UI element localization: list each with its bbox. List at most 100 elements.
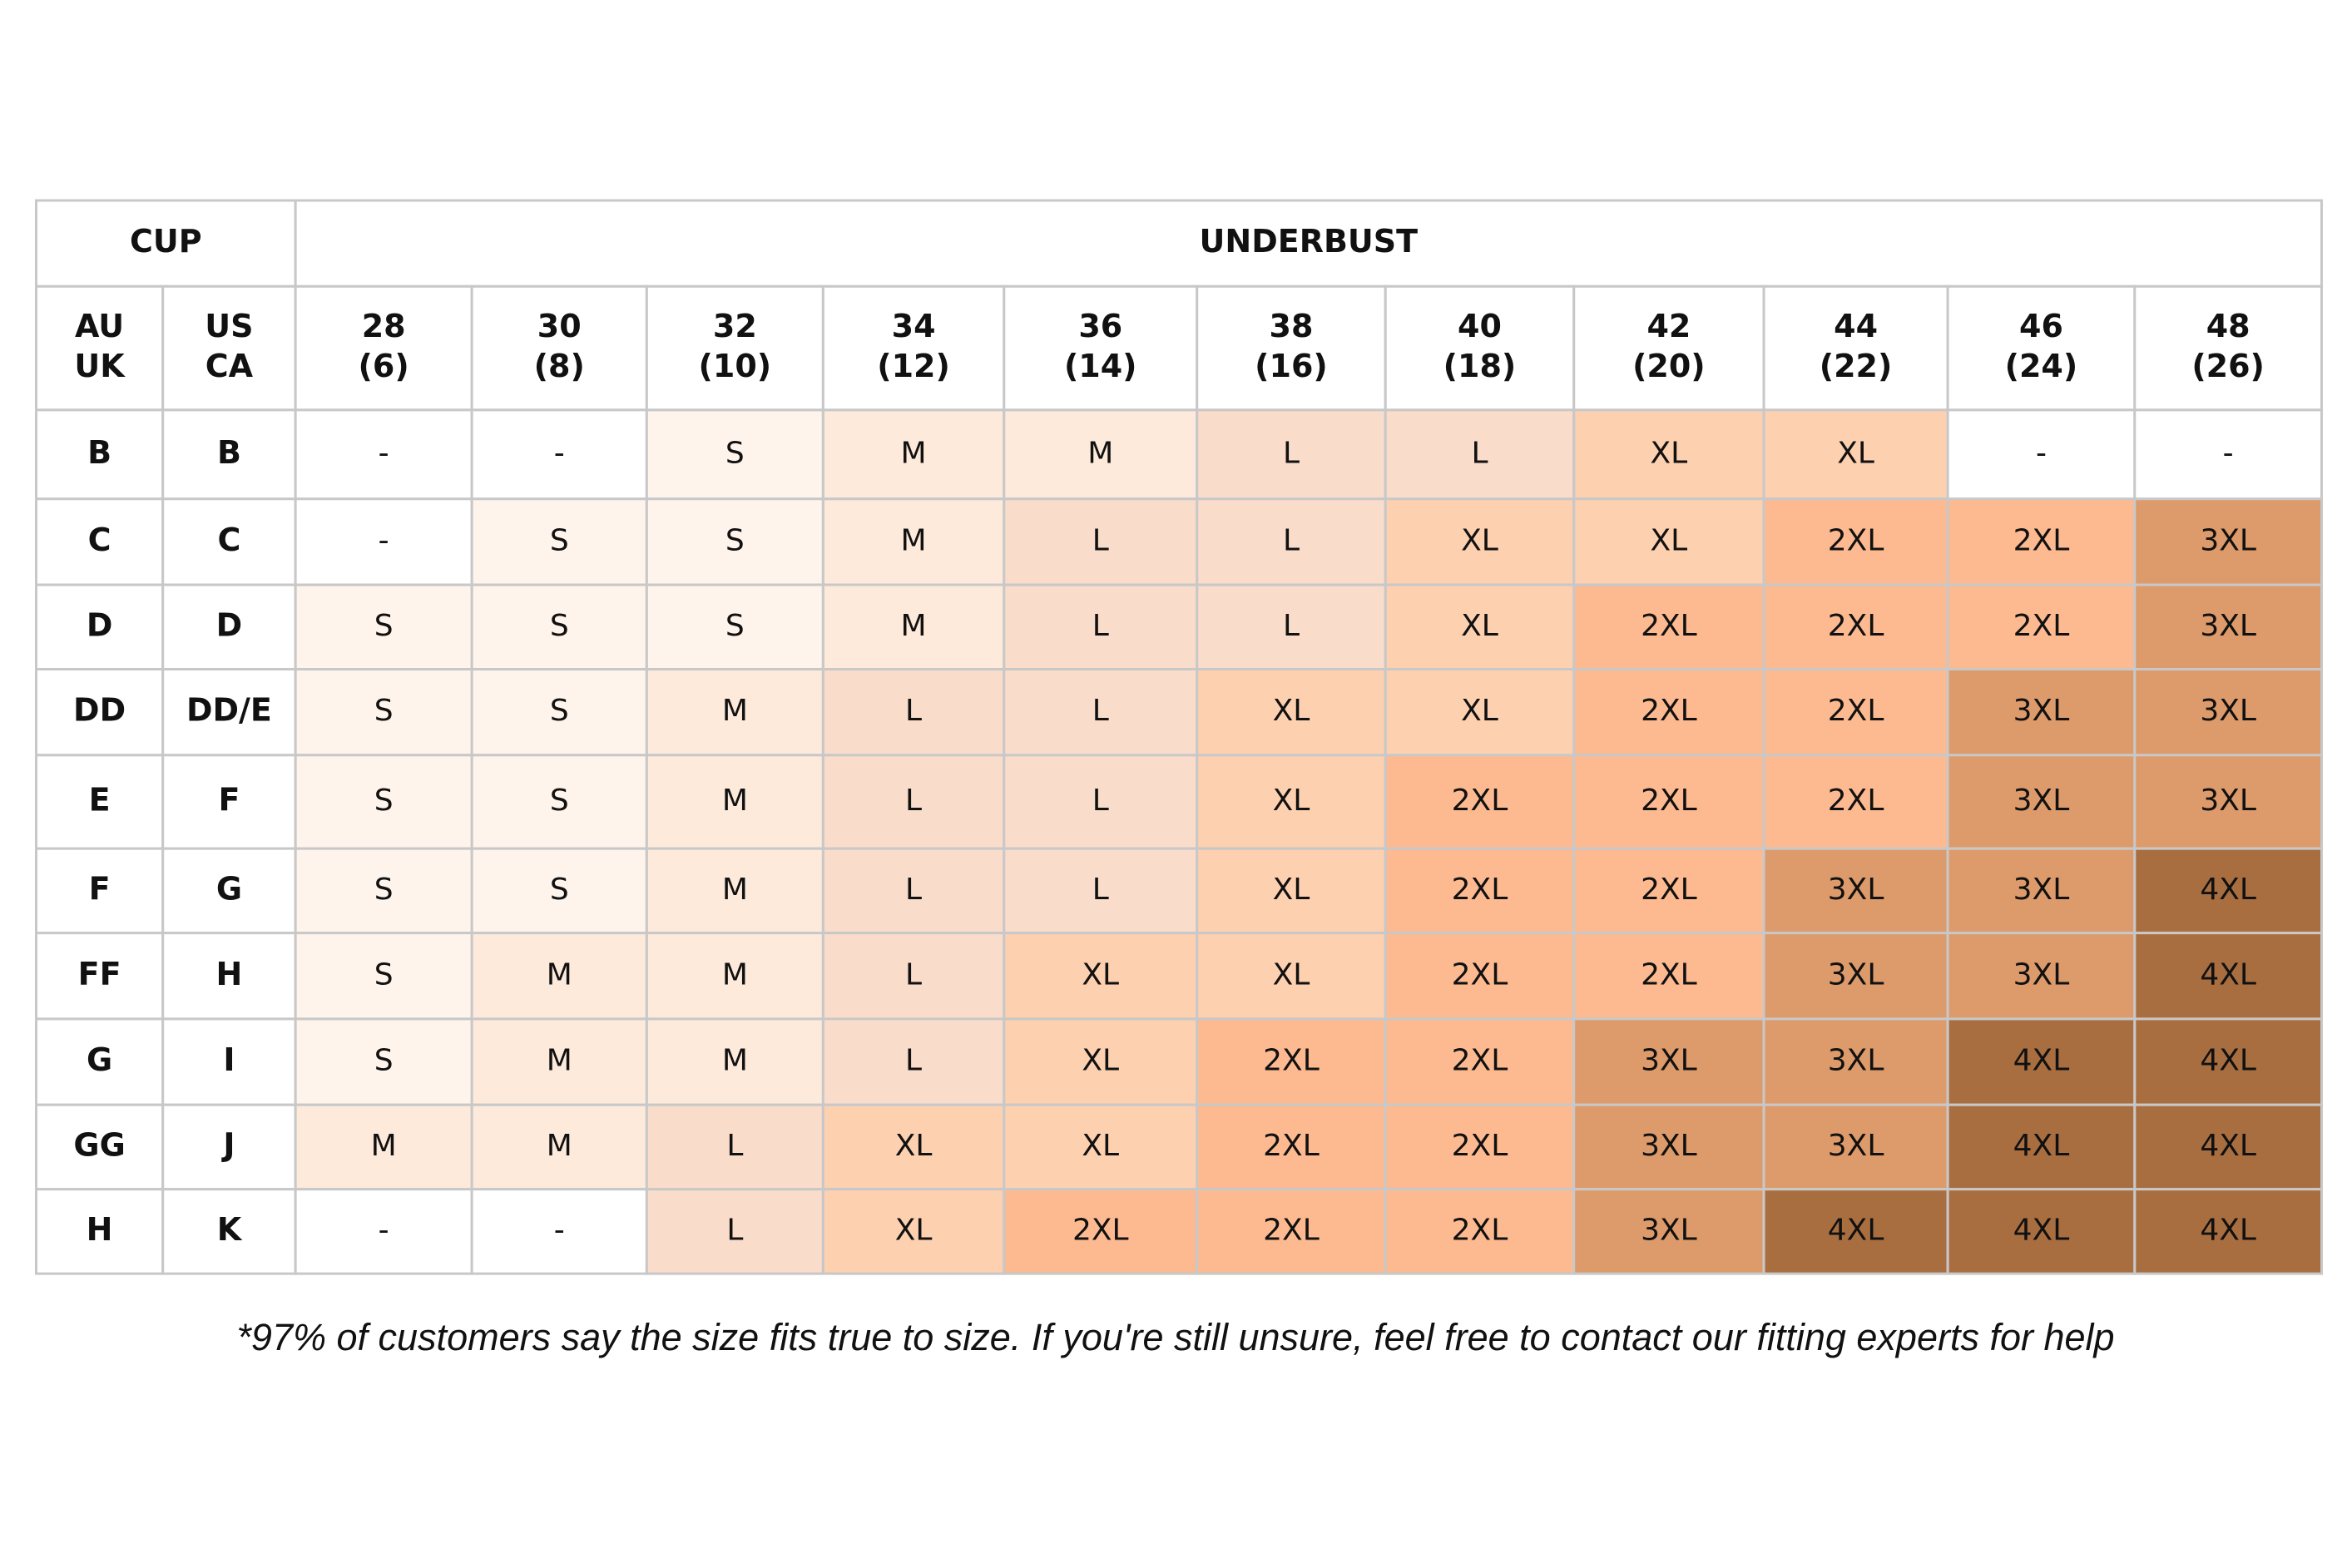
size-cell: XL (1651, 523, 1688, 557)
size-cell: L (905, 694, 922, 728)
size-cell: XL (1082, 1129, 1119, 1163)
size-cell: L (1283, 523, 1300, 557)
size-cell: 2XL (1452, 957, 1508, 992)
size-cell: M (547, 1129, 572, 1163)
cell-border (1196, 847, 1387, 935)
cell-border (645, 754, 824, 850)
cell-border (1946, 1103, 2137, 1191)
column-header: (6) (359, 348, 409, 384)
column-header: UK (74, 348, 126, 384)
cell-border (470, 847, 648, 935)
cell-border (1762, 932, 1949, 1021)
cell-border (34, 668, 165, 757)
size-cell: S (374, 957, 394, 992)
size-cell: XL (1273, 873, 1310, 907)
cell-border (294, 1103, 473, 1191)
cell-border (161, 408, 297, 501)
cup-label: C (217, 522, 240, 558)
cell-border (1003, 754, 1199, 850)
cell-border (1384, 847, 1576, 935)
size-cell: XL (1273, 957, 1310, 992)
size-cell: 2XL (1452, 1129, 1508, 1163)
size-cell: XL (1273, 694, 1310, 728)
cell-border (645, 668, 824, 757)
cell-border (1946, 583, 2137, 671)
size-cell: XL (1082, 957, 1119, 992)
size-cell: L (1092, 694, 1109, 728)
cup-label: E (89, 781, 111, 818)
header: CUP (130, 223, 202, 260)
size-cell: XL (1651, 436, 1688, 470)
cell-border (161, 754, 297, 850)
size-cell: M (547, 957, 572, 992)
cell-border (821, 284, 1006, 412)
cell-border (34, 754, 165, 850)
cell-border (1003, 1188, 1199, 1275)
size-cell: 2XL (2013, 609, 2070, 643)
size-cell: M (371, 1129, 397, 1163)
column-header: 42 (1646, 308, 1691, 344)
cell-border (1003, 668, 1199, 757)
size-cell: 3XL (1641, 1044, 1697, 1078)
cell-border (1946, 284, 2137, 412)
cell-border (1946, 668, 2137, 757)
cell-border (1003, 408, 1199, 501)
size-cell: L (726, 1129, 743, 1163)
size-cell: 3XL (1828, 873, 1884, 907)
cell-border (645, 847, 824, 935)
size-cell: - (2036, 436, 2047, 470)
size-cell: M (901, 523, 927, 557)
size-cell: 2XL (1828, 694, 1884, 728)
cup-label: K (217, 1211, 243, 1248)
size-cell: 4XL (1828, 1213, 1884, 1247)
cell-border (821, 408, 1006, 501)
cell-border (161, 583, 297, 671)
cell-border (34, 497, 165, 586)
size-cell: S (374, 1044, 394, 1078)
size-cell: S (550, 694, 569, 728)
size-cell: 3XL (2200, 784, 2256, 818)
cell-border (821, 932, 1006, 1021)
cell-border (2133, 408, 2323, 501)
column-header: 30 (537, 308, 582, 344)
size-cell: L (1283, 436, 1300, 470)
size-cell: S (374, 609, 394, 643)
cup-label: B (217, 434, 241, 471)
cell-border (470, 1017, 648, 1106)
cell-border (34, 199, 297, 288)
size-cell: L (726, 1213, 743, 1247)
size-cell: M (722, 694, 748, 728)
cell-border (1196, 408, 1387, 501)
column-header: (12) (877, 348, 950, 384)
cell-border (294, 408, 473, 501)
size-cell: M (722, 873, 748, 907)
footnote: *97% of customers say the size fits true… (236, 1316, 2114, 1358)
size-cell: S (550, 873, 569, 907)
cell-border (2133, 583, 2323, 671)
column-header: 40 (1458, 308, 1502, 344)
column-header: (22) (1820, 348, 1893, 384)
column-header: (24) (2005, 348, 2078, 384)
size-cell: 3XL (2013, 694, 2070, 728)
column-header: 38 (1270, 308, 1314, 344)
cup-label: H (216, 956, 243, 992)
cup-label: J (220, 1126, 235, 1163)
cell-border (1572, 284, 1765, 412)
cell-border (821, 1188, 1006, 1275)
size-cell: L (905, 873, 922, 907)
size-cell: 2XL (2013, 523, 2070, 557)
size-cell: 2XL (1641, 957, 1697, 992)
size-cell: - (2223, 436, 2234, 470)
cell-border (1196, 583, 1387, 671)
cell-border (1762, 1188, 1949, 1275)
size-cell: M (722, 784, 748, 818)
cell-border (1762, 847, 1949, 935)
cell-border (1572, 932, 1765, 1021)
cup-label: D (216, 606, 243, 643)
cell-border (1003, 932, 1199, 1021)
size-cell: S (725, 523, 745, 557)
cell-border (161, 1188, 297, 1275)
cell-border (34, 1103, 165, 1191)
size-cell: 4XL (2200, 1129, 2256, 1163)
